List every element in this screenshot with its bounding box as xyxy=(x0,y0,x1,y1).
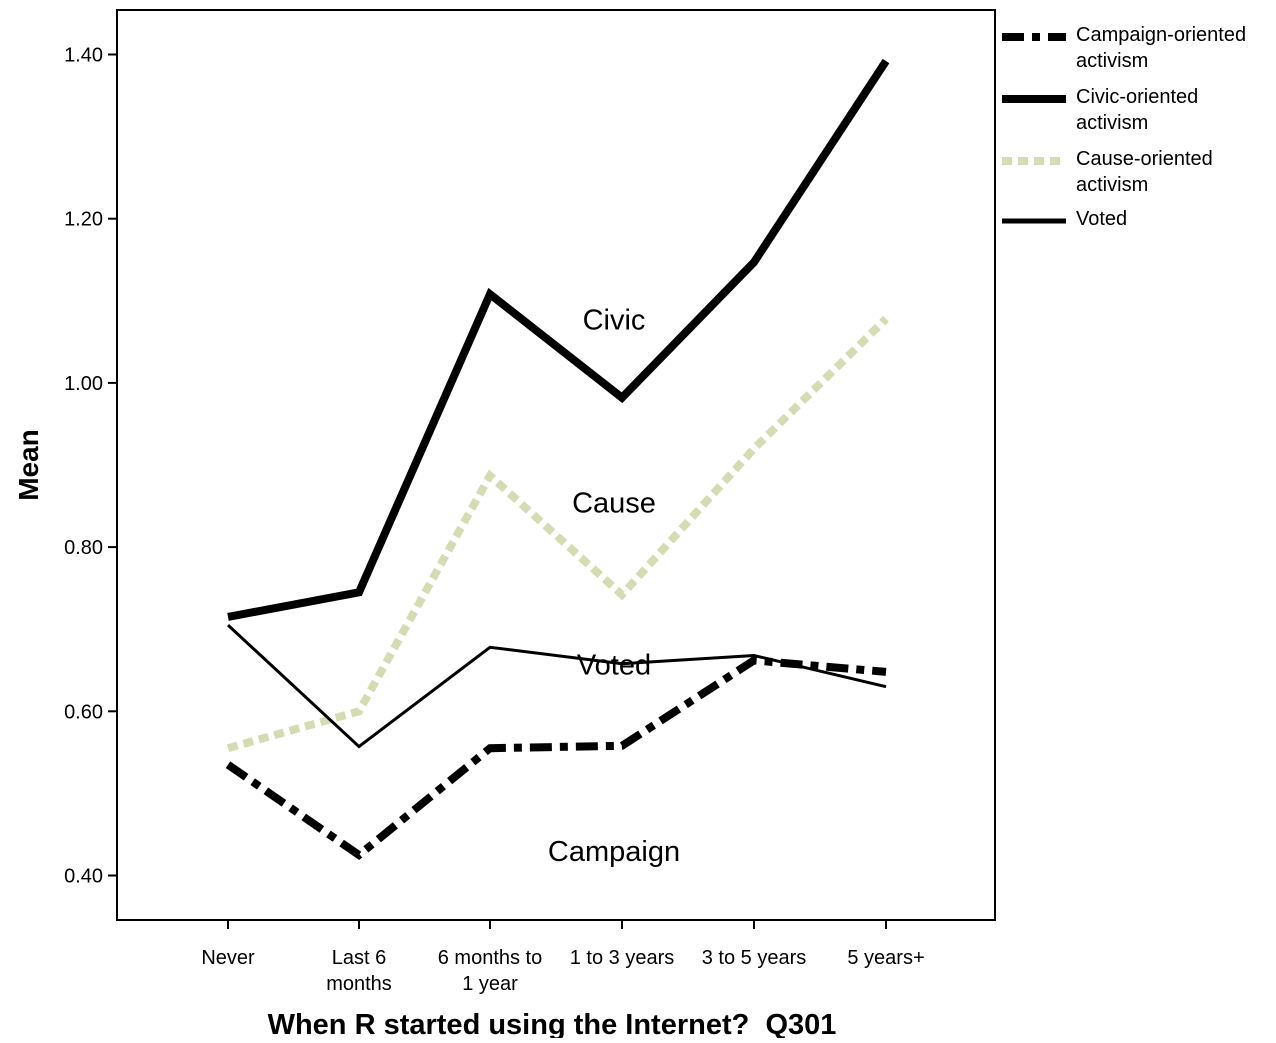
legend-item: Cause-oriented activism xyxy=(1000,146,1270,198)
series-line-campaign-oriented-activism xyxy=(228,660,886,855)
legend-label: Cause-oriented activism xyxy=(1076,146,1270,198)
x-tick-label: 1 to 3 years xyxy=(570,947,675,969)
x-tick-label: Last 6 months xyxy=(326,947,392,995)
plot-frame xyxy=(117,10,995,920)
series-layer xyxy=(228,61,886,855)
series-line-civic-oriented-activism xyxy=(228,61,886,617)
annotation-label: Campaign xyxy=(548,836,680,868)
legend-item: Civic-oriented activism xyxy=(1000,84,1270,136)
legend-swatch xyxy=(1000,146,1068,170)
y-axis: 0.40 0.60 0.80 1.00 1.20 1.40 xyxy=(64,45,117,888)
legend-swatch xyxy=(1000,206,1068,230)
y-tick-label: 0.60 xyxy=(64,701,103,723)
y-tick-label: 1.40 xyxy=(64,45,103,67)
annotation-label: Cause xyxy=(572,488,656,520)
y-tick-label: 0.40 xyxy=(64,866,103,888)
legend-label: Voted xyxy=(1076,206,1270,232)
y-axis-title: Mean xyxy=(13,429,44,501)
x-tick-label: 5 years+ xyxy=(847,947,924,969)
y-tick-label: 1.20 xyxy=(64,209,103,231)
series-line-voted xyxy=(228,625,886,747)
legend-swatch xyxy=(1000,22,1068,46)
x-axis-title: When R started using the Internet? Q301 xyxy=(268,1009,837,1038)
legend-item: Voted xyxy=(1000,206,1270,232)
y-tick-label: 0.80 xyxy=(64,537,103,559)
annotation-label: Civic xyxy=(583,305,646,337)
legend-item: Campaign-oriented activism xyxy=(1000,22,1270,74)
x-tick-label: Never xyxy=(201,947,255,969)
annotation-label: Voted xyxy=(577,649,651,681)
series-line-cause-oriented-activism xyxy=(228,319,886,748)
legend-label: Campaign-oriented activism xyxy=(1076,22,1270,74)
x-axis: Never Last 6 months 6 months to 1 year 1 to 3… xyxy=(201,920,924,995)
x-tick-label: 6 months to 1 year xyxy=(438,947,543,995)
legend-swatch xyxy=(1000,84,1068,108)
y-tick-label: 1.00 xyxy=(64,373,103,395)
legend-label: Civic-oriented activism xyxy=(1076,84,1270,136)
x-tick-label: 3 to 5 years xyxy=(702,947,807,969)
